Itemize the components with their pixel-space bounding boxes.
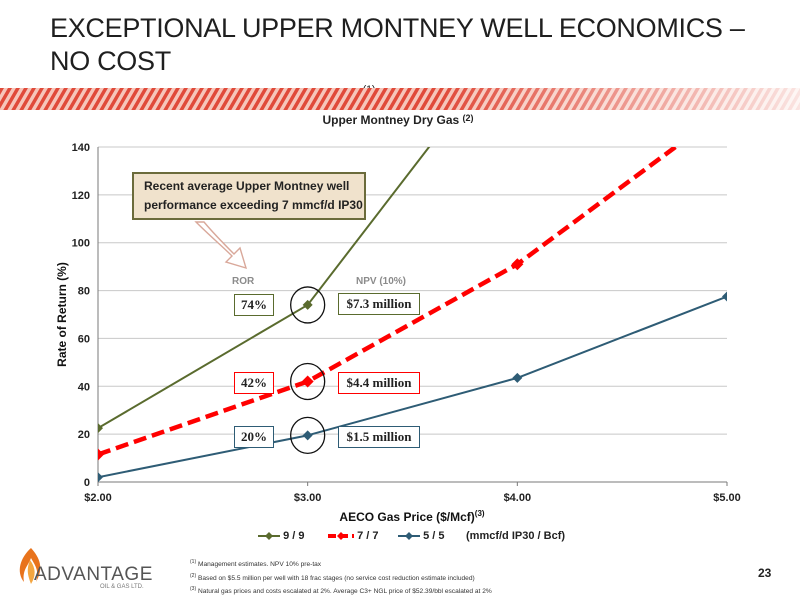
callout-box: Recent average Upper Montney well perfor… <box>132 172 366 220</box>
logo-name: ADVANTAGE <box>34 564 153 585</box>
data-point-marker <box>722 291 727 302</box>
npv-label-5-5: $1.5 million <box>338 426 420 448</box>
npv-label-9-9: $7.3 million <box>338 293 420 315</box>
ror-label-9-9: 74% <box>234 294 274 316</box>
legend-note: (mmcf/d IP30 / Bcf) <box>466 530 566 542</box>
y-tick-label: 40 <box>78 381 90 393</box>
chart-title-sup: (2) <box>463 113 474 123</box>
data-point-marker <box>98 472 103 482</box>
data-point-marker <box>302 430 313 441</box>
y-tick-label: 0 <box>84 477 90 489</box>
footnote-2-mark: (2) <box>190 572 197 579</box>
company-logo: ADVANTAGE OIL & GAS LTD. <box>10 544 160 594</box>
flame-icon <box>19 548 41 584</box>
legend-item-7-7: 7 / 7 <box>328 530 378 542</box>
page-number: 23 <box>758 566 772 580</box>
data-point-marker <box>302 299 313 310</box>
x-tick-label: $3.00 <box>294 492 322 504</box>
y-tick-label: 80 <box>78 286 90 298</box>
footnote-2-text: Based on $5.5 million per well with 18 f… <box>197 574 475 582</box>
logo-sub: OIL & GAS LTD. <box>100 584 144 590</box>
legend-item-5-5: 5 / 5 <box>398 530 444 542</box>
footnotes: (1) Management estimates. NPV 10% pre-ta… <box>190 557 492 598</box>
footnote-3: (3) Natural gas prices and costs escalat… <box>190 584 492 598</box>
y-tick-label: 20 <box>78 429 90 441</box>
legend-label-5-5: 5 / 5 <box>423 530 445 542</box>
series-line-1 <box>98 147 680 457</box>
npv-header: NPV (10%) <box>356 276 407 287</box>
x-axis-label-sup: (3) <box>475 509 485 518</box>
ror-label-5-5: 20% <box>234 426 274 448</box>
x-axis-label: AECO Gas Price ($/Mcf)(3) <box>339 509 484 524</box>
legend-label-9-9: 9 / 9 <box>283 530 305 542</box>
x-tick-label: $2.00 <box>84 492 112 504</box>
chart-title: Upper Montney Dry Gas (2) <box>322 113 473 127</box>
legend-item-9-9: 9 / 9 <box>258 530 304 542</box>
callout-arrow <box>194 221 248 270</box>
highlight-circle-2 <box>290 416 326 454</box>
y-tick-label: 120 <box>72 190 90 202</box>
y-axis-label: Rate of Return (%) <box>55 262 69 367</box>
data-point-marker <box>98 448 104 461</box>
highlight-circle-1 <box>290 362 326 401</box>
y-tick-label: 100 <box>72 238 90 250</box>
series-line-0 <box>98 147 431 430</box>
data-point-marker <box>98 423 103 434</box>
footnote-1-text: Management estimates. NPV 10% pre-tax <box>197 561 322 569</box>
data-point-marker <box>511 258 524 271</box>
y-tick-label: 60 <box>78 333 90 345</box>
ror-header: ROR <box>232 276 255 287</box>
footnote-3-text: Natural gas prices and costs escalated a… <box>197 588 492 596</box>
x-tick-label: $4.00 <box>504 492 532 504</box>
series-line-2 <box>98 295 727 479</box>
footnote-3-mark: (3) <box>190 586 197 593</box>
npv-label-7-7: $4.4 million <box>338 372 420 394</box>
footnote-1: (1) Management estimates. NPV 10% pre-ta… <box>190 557 492 571</box>
data-point-marker <box>512 372 523 383</box>
title-line-1: EXCEPTIONAL UPPER MONTNEY WELL ECONOMICS… <box>50 13 745 76</box>
highlight-circle-0 <box>290 286 326 324</box>
footnote-1-mark: (1) <box>190 559 197 565</box>
ror-label-7-7: 42% <box>234 372 274 394</box>
decorative-band <box>0 88 800 110</box>
x-tick-label: $5.00 <box>713 492 741 504</box>
series-group <box>98 147 727 482</box>
legend-label-7-7: 7 / 7 <box>357 530 379 542</box>
data-point-marker <box>301 375 314 388</box>
y-tick-label: 140 <box>72 142 90 154</box>
footnote-2: (2) Based on $5.5 million per well with … <box>190 571 492 585</box>
